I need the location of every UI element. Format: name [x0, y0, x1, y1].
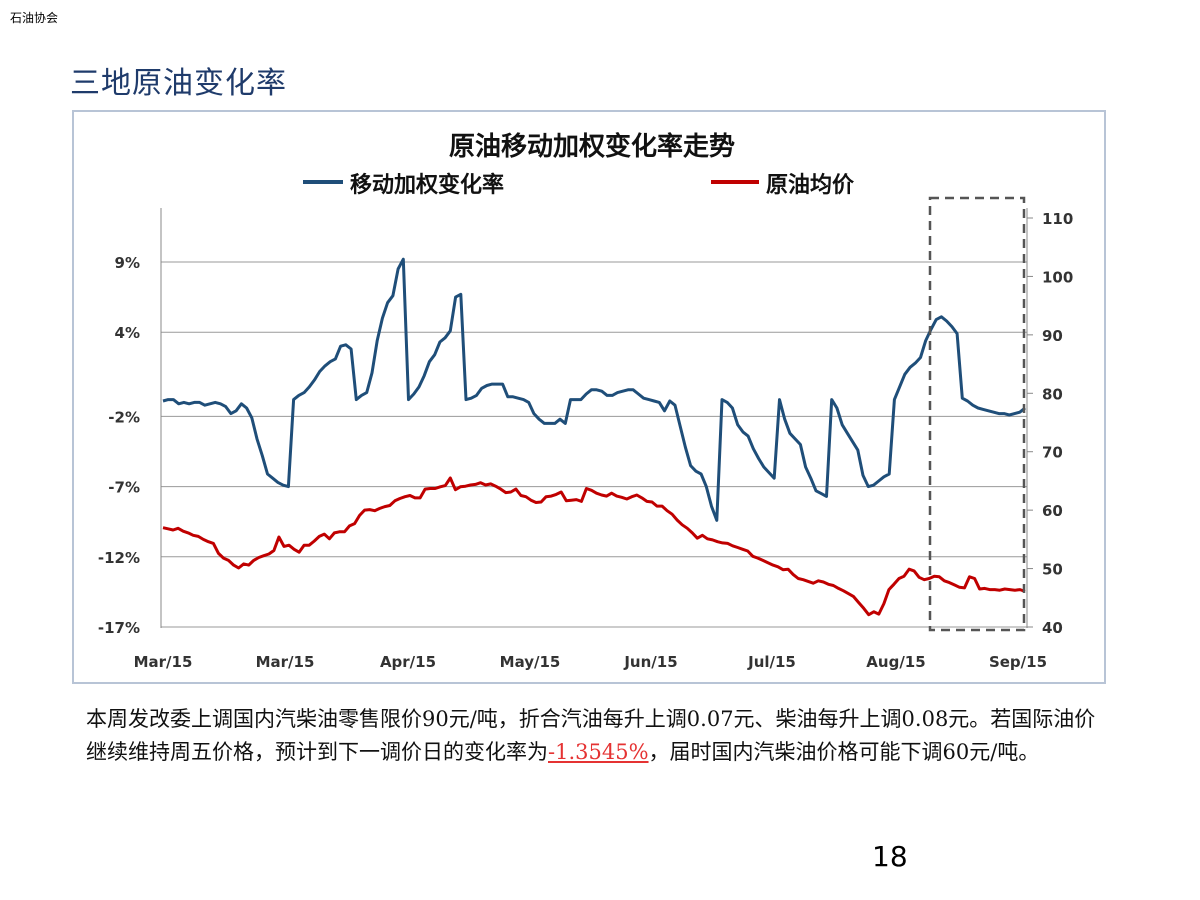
right-tick-label: 40	[1042, 619, 1063, 637]
right-tick-label: 80	[1042, 385, 1063, 403]
x-tick-label: Sep/15	[989, 653, 1047, 671]
series-line-price	[162, 476, 1026, 617]
change-rate-highlight[interactable]: -1.3545%	[548, 740, 649, 764]
left-tick-label: -12%	[98, 549, 140, 567]
x-tick-label: Jul/15	[747, 653, 796, 671]
x-tick-label: May/15	[500, 653, 561, 671]
x-tick-label: Mar/15	[256, 653, 315, 671]
legend: 移动加权变化率 原油均价	[303, 172, 855, 198]
x-axis-tick-labels: Mar/15 Mar/15 Apr/15 May/15 Jun/15 Jul/15 Aug/…	[134, 653, 1047, 671]
chart-title: 原油移动加权变化率走势	[449, 131, 735, 162]
series-line-rate	[162, 257, 1026, 522]
x-tick-label: Aug/15	[866, 653, 925, 671]
left-tick-label: -7%	[108, 479, 140, 497]
left-tick-label: -17%	[98, 619, 140, 637]
highlight-box	[928, 196, 1026, 632]
organization-label: 石油协会	[10, 11, 59, 25]
x-tick-label: Jun/15	[623, 653, 677, 671]
slide-title: 三地原油变化率	[70, 66, 287, 101]
right-tick-label: 110	[1042, 210, 1073, 228]
line-chart: 原油移动加权变化率走势 移动加权变化率 原油均价 9% 4% -2% -7% -12% -…	[98, 131, 1073, 671]
right-tick-label: 50	[1042, 561, 1063, 579]
right-tick-label: 90	[1042, 327, 1063, 345]
left-tick-label: 4%	[115, 324, 140, 342]
left-tick-label: 9%	[115, 254, 140, 272]
page-number: 18	[872, 840, 908, 873]
legend-label-price: 原油均价	[766, 172, 855, 198]
right-tick-label: 60	[1042, 502, 1063, 520]
right-axis-tick-labels: 110 100 90 80 70 60 50 40	[1027, 210, 1073, 637]
left-tick-label: -2%	[108, 408, 140, 426]
commentary-part1: 本周发改委上调国内汽柴油零售限价90元/吨，折合汽油每升上调0.07元、柴油每升…	[86, 707, 1096, 764]
right-tick-label: 70	[1042, 444, 1063, 462]
x-tick-label: Mar/15	[134, 653, 193, 671]
gridlines	[161, 261, 1027, 628]
chart-container: 原油移动加权变化率走势 移动加权变化率 原油均价 9% 4% -2% -7% -12% -…	[72, 110, 1106, 684]
legend-label-rate: 移动加权变化率	[350, 172, 504, 198]
right-tick-label: 100	[1042, 268, 1073, 286]
x-tick-label: Apr/15	[380, 653, 436, 671]
commentary-part2: ，届时国内汽柴油价格可能下调60元/吨。	[648, 740, 1040, 764]
left-axis-tick-labels: 9% 4% -2% -7% -12% -17%	[98, 254, 140, 637]
commentary-text: 本周发改委上调国内汽柴油零售限价90元/吨，折合汽油每升上调0.07元、柴油每升…	[86, 703, 1116, 769]
